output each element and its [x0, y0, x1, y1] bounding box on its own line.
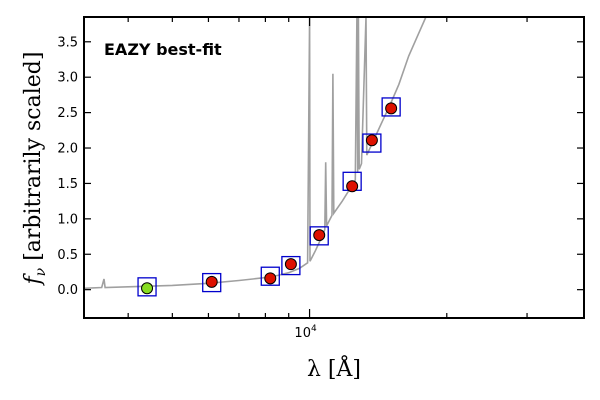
- model-flux-box: [362, 133, 382, 153]
- observed-flux-point: [365, 134, 378, 147]
- y-axis-title: fν [arbitrarily scaled]: [21, 52, 49, 287]
- model-flux-box: [309, 226, 329, 246]
- axis-ticks: [84, 17, 585, 318]
- observed-flux-point: [385, 102, 398, 115]
- x-tick-label: 104: [294, 324, 317, 341]
- observed-flux-point: [264, 272, 277, 285]
- observed-flux-point: [284, 258, 297, 271]
- y-tick-label: 2.0: [57, 142, 78, 157]
- model-flux-box: [202, 272, 222, 293]
- y-tick-label: 1.5: [57, 177, 78, 192]
- model-spectrum-line: [84, 17, 427, 290]
- y-tick-label: 0.0: [57, 283, 78, 298]
- model-flux-box: [381, 97, 401, 117]
- observed-flux-point: [141, 282, 154, 295]
- y-tick-label: 1.0: [57, 212, 78, 227]
- x-tick-labels: 104: [294, 324, 317, 341]
- model-flux-markers: [137, 97, 401, 297]
- x-tick-label-base: 10: [294, 326, 311, 341]
- plot-area: [84, 17, 427, 297]
- observed-flux-markers: [141, 102, 398, 295]
- x-axis-title: λ [Å]: [307, 354, 361, 382]
- x-tick-label-exponent: 4: [311, 324, 317, 334]
- observed-flux-point: [313, 229, 326, 242]
- y-tick-label: 3.0: [57, 71, 78, 86]
- plot-frame: [83, 16, 585, 319]
- y-axis-title-subscript: ν: [33, 267, 49, 276]
- y-tick-labels: 0.0 0.5 1.0 1.5 2.0 2.5 3.0 3.5: [57, 35, 78, 298]
- model-flux-box: [137, 277, 157, 297]
- y-axis-title-text: [arbitrarily scaled]: [21, 52, 46, 268]
- y-tick-label: 2.5: [57, 106, 78, 121]
- model-flux-box: [260, 266, 280, 286]
- model-flux-box: [281, 255, 301, 276]
- y-tick-label: 3.5: [57, 35, 78, 50]
- annotation-label: EAZY best-fit: [104, 40, 222, 59]
- y-tick-label: 0.5: [57, 248, 78, 263]
- observed-flux-point: [205, 275, 218, 288]
- observed-flux-point: [346, 180, 359, 193]
